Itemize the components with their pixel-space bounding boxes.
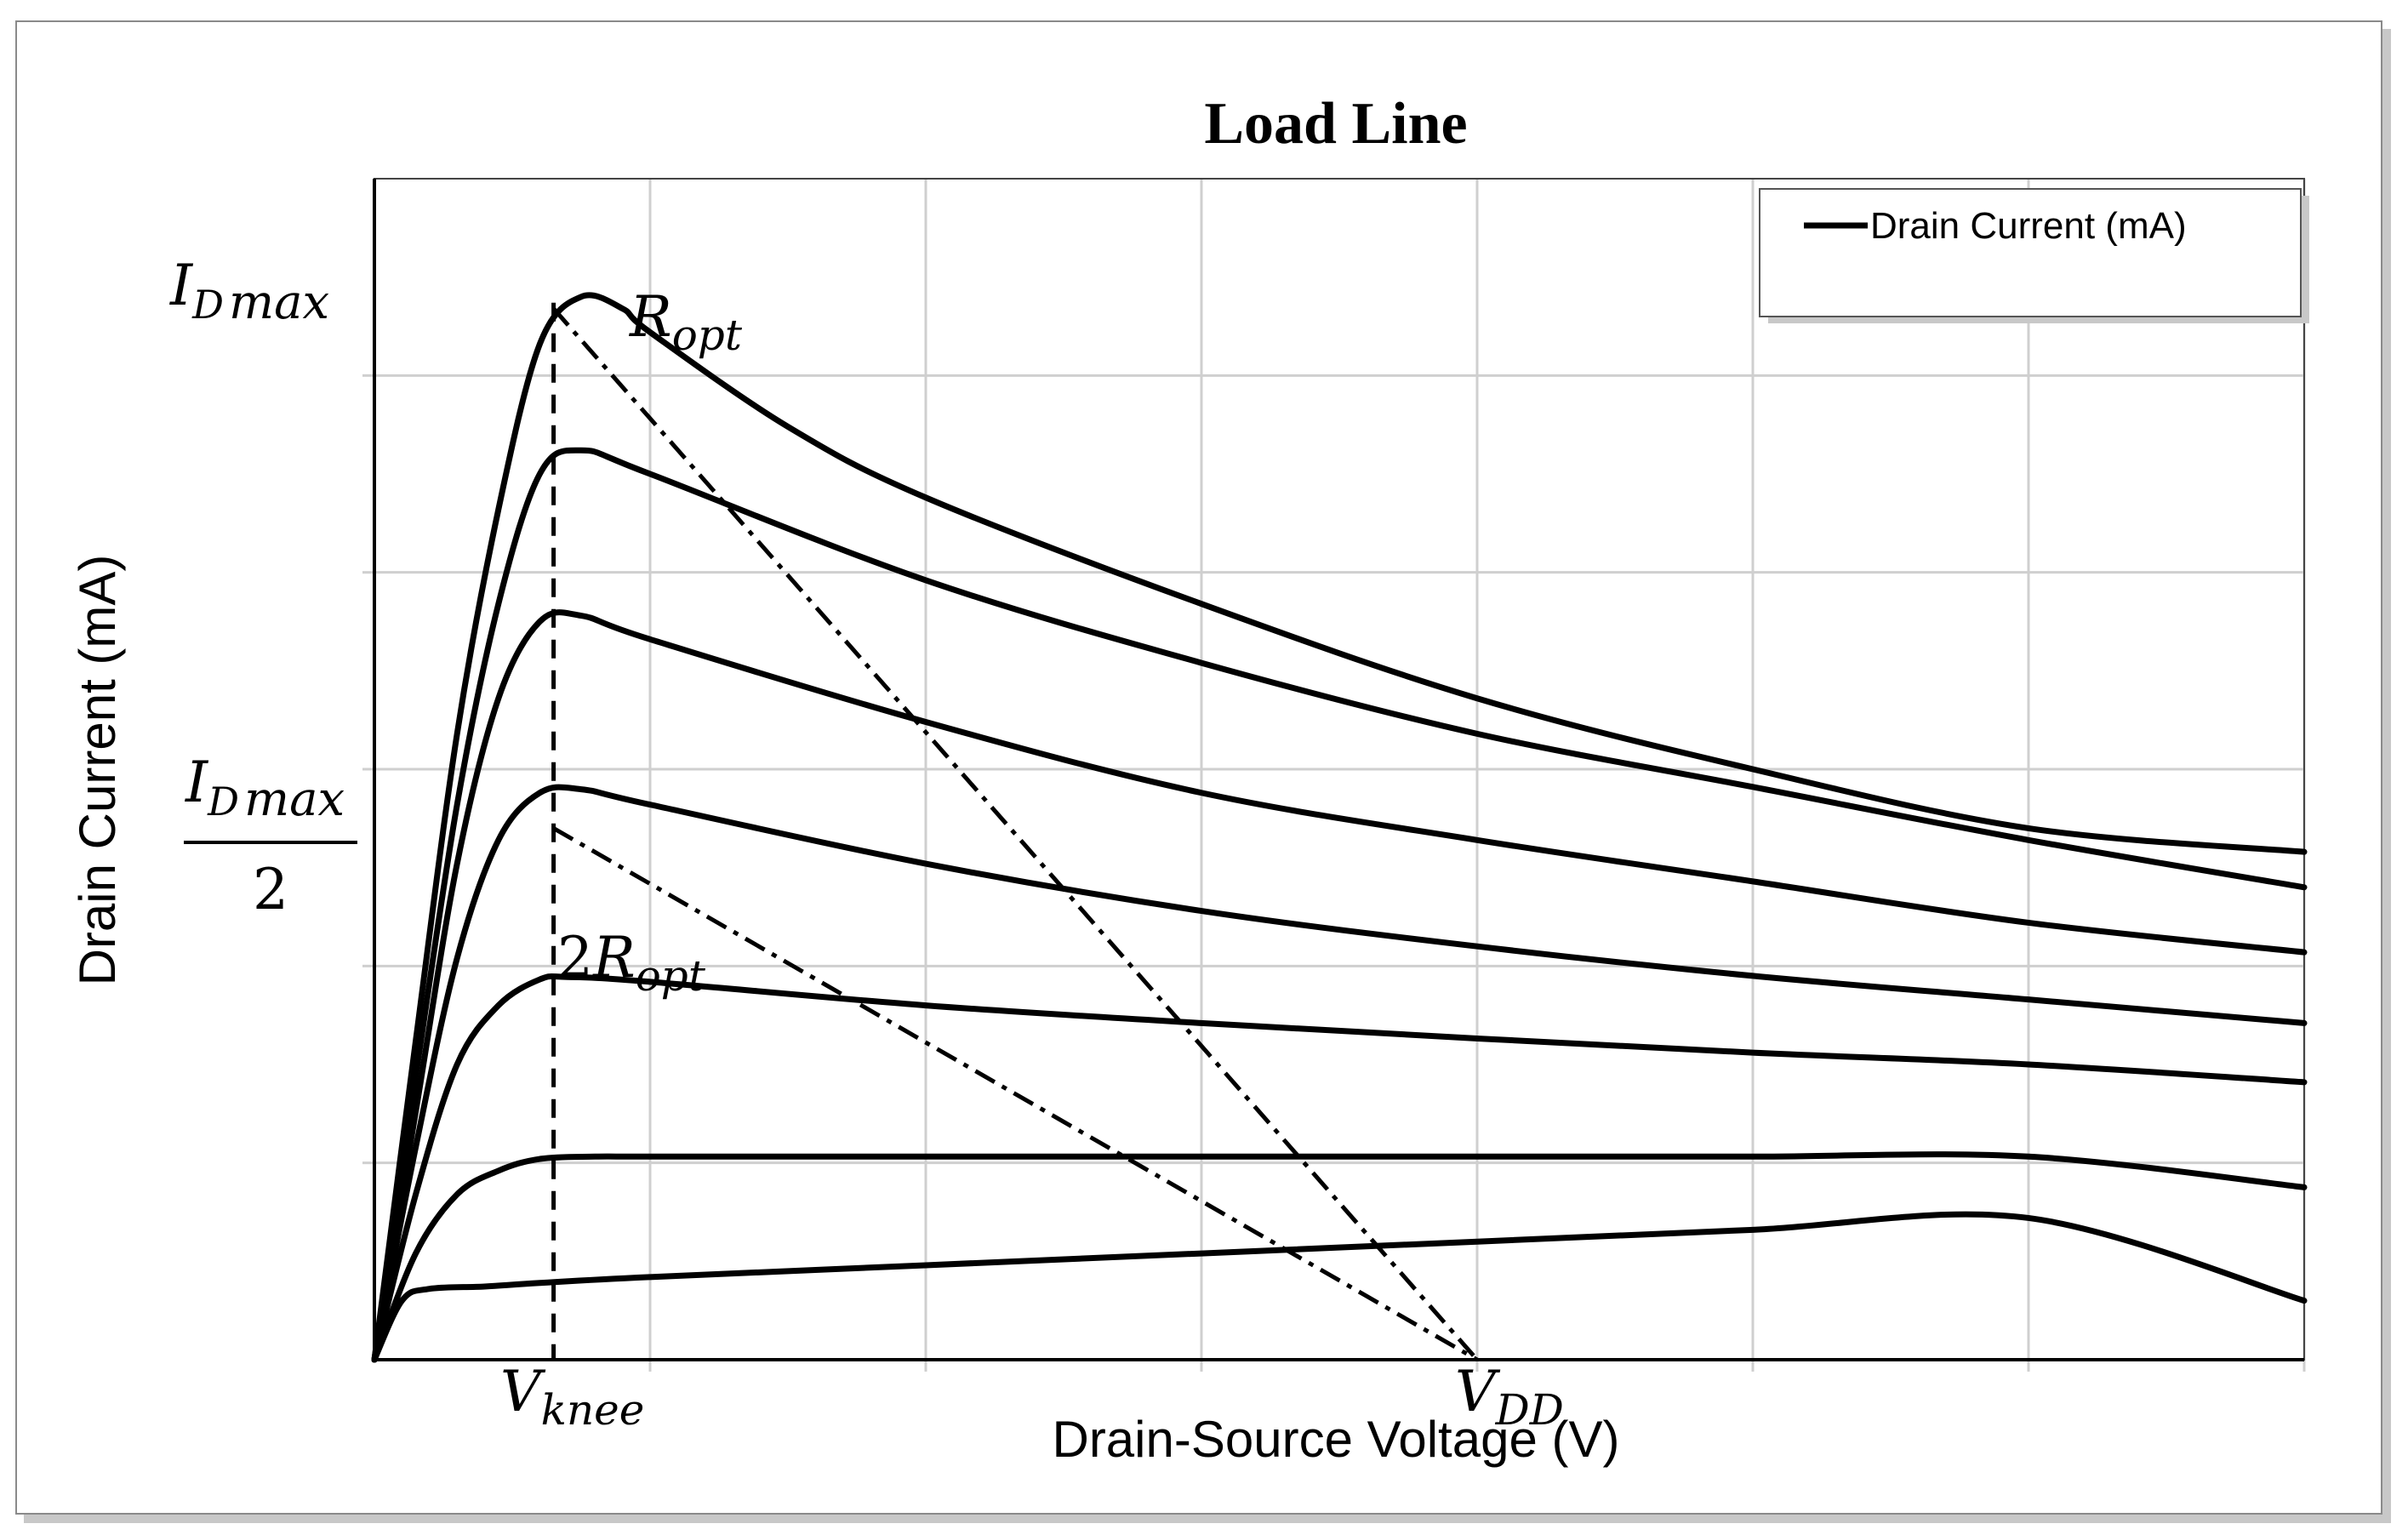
svg-text:Vknee: Vknee (500, 1359, 644, 1435)
series-group (371, 292, 2308, 1363)
two-r-opt-prefix: 2 (557, 925, 593, 990)
x-axis-label: Drain-Source Voltage (V) (1053, 1411, 1620, 1468)
svg-text:VDD: VDD (1455, 1359, 1564, 1435)
series-line-curve-7 (371, 292, 2308, 1363)
id-max-half-sub-d: D (207, 779, 239, 825)
two-r-opt-main: R (592, 925, 636, 990)
v-knee-sub: knee (541, 1385, 645, 1435)
id-max-half-denominator: 2 (253, 857, 288, 922)
series-line-curve-6 (371, 447, 2308, 1363)
series-line-curve-5 (371, 609, 2308, 1363)
v-dd-sub: DD (1495, 1385, 1564, 1435)
svg-text:2Ropt: 2Ropt (557, 925, 706, 1001)
legend-label: Drain Current (mA) (1870, 205, 2187, 247)
two-r-opt-sub: opt (636, 951, 706, 1001)
load-lines (551, 302, 1479, 1362)
axis-ticks (362, 374, 2306, 1372)
legend: Drain Current (mA) (1759, 188, 2309, 323)
v-dd-main: V (1455, 1359, 1501, 1424)
id-max-half-main: I (185, 750, 209, 815)
grid (374, 179, 2306, 1360)
axes (373, 178, 2305, 1361)
id-max-half-sub-max: max (244, 772, 345, 827)
id-max-main: I (169, 253, 194, 318)
legend-box (1759, 188, 2302, 317)
r-opt-sub: opt (672, 311, 743, 360)
series-line-curve-2 (371, 1151, 2308, 1363)
annotation-2r-opt: 2Ropt (557, 925, 706, 1001)
series-line-curve-3 (371, 973, 2308, 1363)
annotation-id-max: ID max (169, 253, 329, 330)
v-knee-main: V (500, 1359, 546, 1424)
annotation-r-opt: Ropt (629, 284, 743, 360)
annotation-v-knee: Vknee (500, 1359, 644, 1435)
series-line-curve-1 (371, 1211, 2308, 1363)
load-line-2R_opt (552, 826, 1479, 1362)
id-max-sub-max: max (229, 275, 329, 330)
load-line-R_opt (551, 307, 1479, 1361)
chart-title: Load Line (1204, 91, 1467, 157)
r-opt-main: R (629, 284, 672, 350)
svg-text:Ropt: Ropt (629, 284, 743, 360)
annotation-v-dd: VDD (1455, 1359, 1564, 1435)
series-line-curve-4 (371, 784, 2308, 1363)
id-max-sub-d: D (191, 282, 224, 328)
annotation-id-max-half: ID max 2 (184, 750, 357, 922)
y-axis-label: Drain Current (mA) (69, 555, 126, 986)
